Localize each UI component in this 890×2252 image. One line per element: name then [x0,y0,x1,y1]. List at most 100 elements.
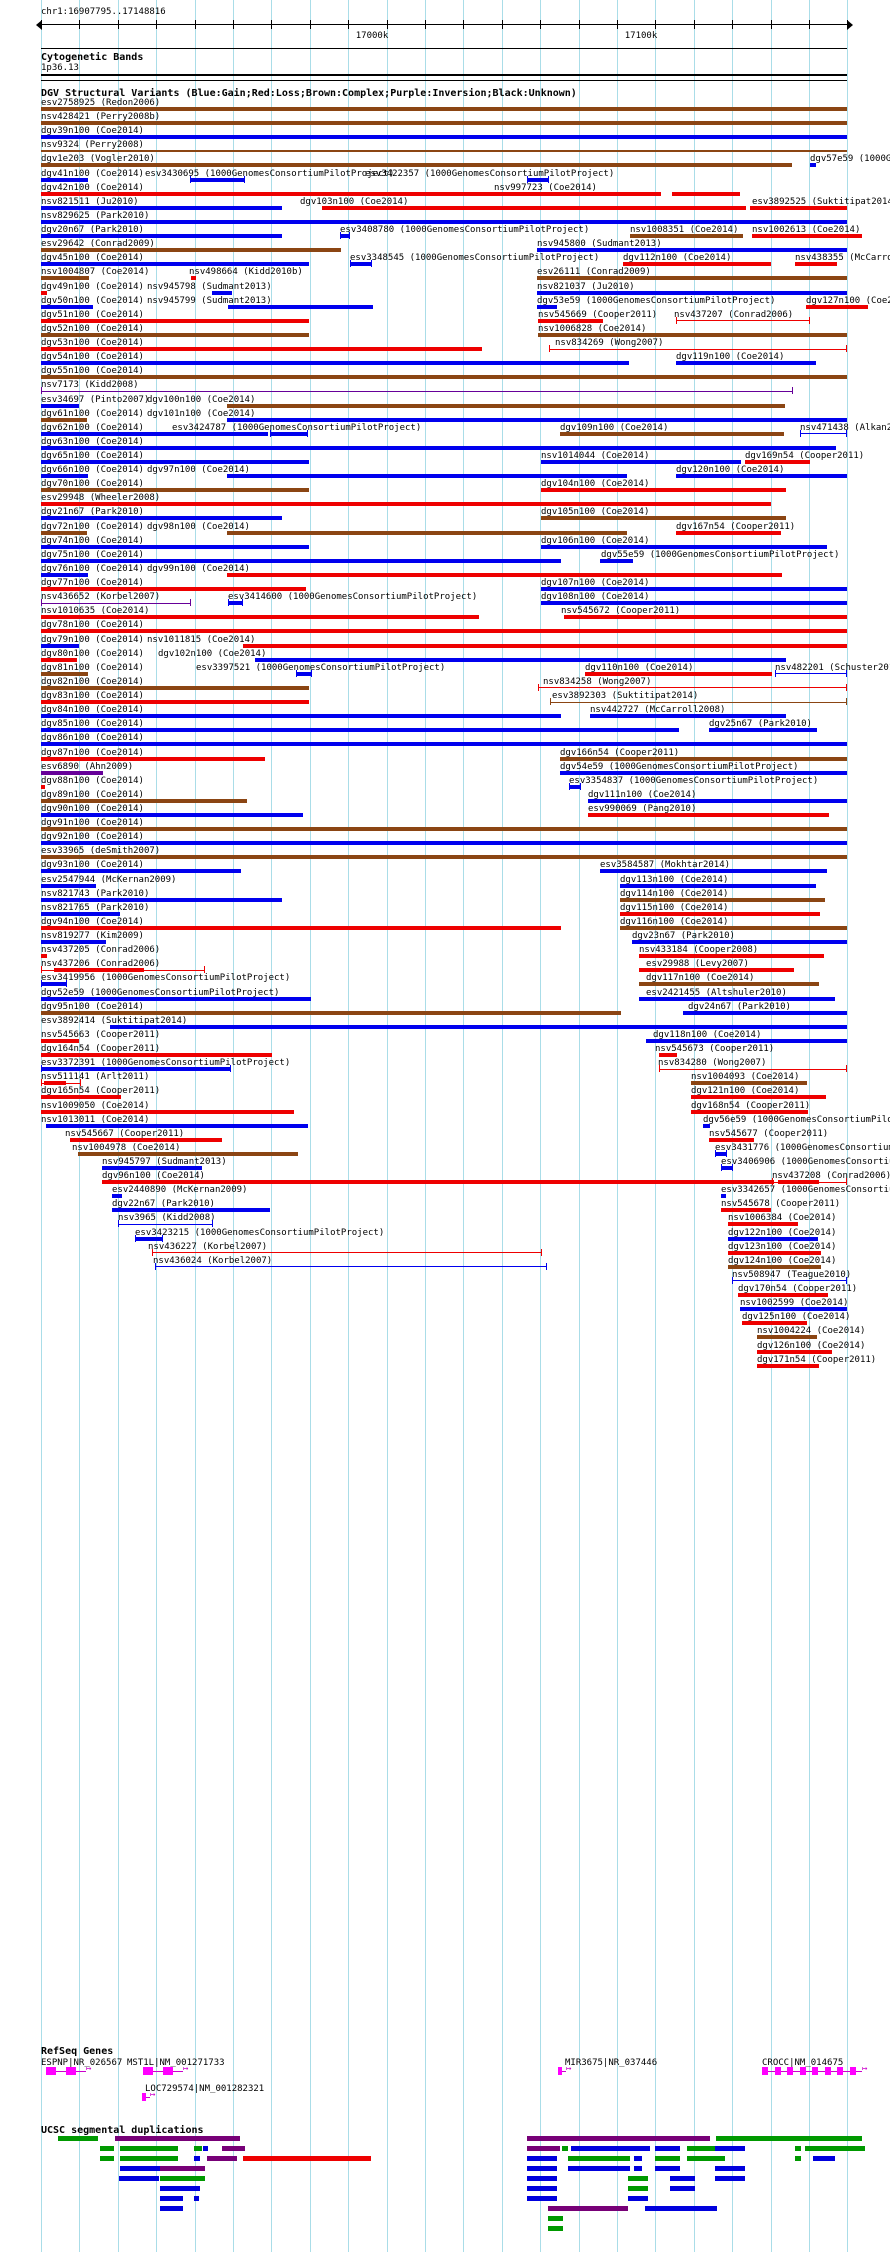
dgv-feature-label[interactable]: nsv819277 (Kim2009) [41,931,144,942]
dgv-feature-bar[interactable] [564,615,847,620]
dgv-feature-label[interactable]: dgv100n100 (Coe2014) [147,394,256,405]
dgv-feature-label[interactable]: dgv56e59 (1000GenomesConsortiumPilotProj… [703,1114,890,1125]
dgv-feature-line[interactable] [676,320,810,322]
dgv-feature-bar[interactable] [757,1349,832,1354]
dgv-feature-label[interactable]: esv3372391 (1000GenomesConsortiumPilotPr… [41,1058,291,1069]
segdup-block[interactable] [795,2146,801,2151]
dgv-feature-bar[interactable] [745,460,810,464]
dgv-feature-bar[interactable] [41,304,93,309]
dgv-feature-label[interactable]: dgv79n100 (Coe2014) [41,634,144,645]
dgv-feature-bar[interactable] [721,1166,733,1170]
dgv-feature-bar[interactable] [683,1010,847,1015]
dgv-feature-label[interactable]: esv3422357 (1000GenomesConsortiumPilotPr… [365,168,615,179]
segdup-block[interactable] [813,2156,835,2161]
dgv-feature-bar[interactable] [41,107,847,111]
dgv-feature-label[interactable]: dgv102n100 (Coe2014) [158,648,267,659]
dgv-feature-label[interactable]: esv3408780 (1000GenomesConsortiumPilotPr… [340,225,590,236]
dgv-feature-bar[interactable] [227,474,627,479]
dgv-feature-bar[interactable] [795,262,837,267]
dgv-feature-label[interactable]: dgv53e59 (1000GenomesConsortiumPilotProj… [537,295,776,306]
dgv-feature-bar[interactable] [740,1307,847,1312]
dgv-feature-label[interactable]: esv3397521 (1000GenomesConsortiumPilotPr… [196,662,446,673]
segdup-block[interactable] [222,2146,245,2151]
segdup-block[interactable] [160,2166,205,2171]
dgv-feature-label[interactable]: esv2547944 (McKernan2009) [41,874,177,885]
dgv-feature-label[interactable]: nsv442727 (McCarroll2008) [590,705,726,716]
dgv-feature-bar[interactable] [41,460,309,464]
dgv-feature-bar[interactable] [227,403,785,408]
dgv-feature-label[interactable]: dgv1e203 (Vogler2010) [41,154,155,165]
dgv-feature-bar[interactable] [600,869,827,874]
dgv-feature-bar[interactable] [41,1053,272,1058]
gene-exon[interactable] [558,2067,562,2075]
dgv-feature-label[interactable]: esv3414600 (1000GenomesConsortiumPilotPr… [228,592,478,603]
segdup-block[interactable] [194,2196,199,2201]
dgv-feature-bar[interactable] [676,530,781,535]
dgv-feature-bar[interactable] [600,558,633,563]
dgv-feature-bar[interactable] [41,798,247,803]
segdup-block[interactable] [670,2186,695,2191]
dgv-feature-label[interactable]: esv29948 (Wheeler2008) [41,493,161,504]
dgv-feature-bar[interactable] [738,1293,828,1298]
dgv-feature-bar[interactable] [41,700,309,705]
dgv-feature-bar[interactable] [646,1038,847,1043]
segdup-block[interactable] [687,2146,725,2151]
dgv-feature-label[interactable]: nsv545672 (Cooper2011) [561,606,681,617]
dgv-feature-bar[interactable] [560,756,847,761]
dgv-feature-bar[interactable] [41,954,47,959]
dgv-feature-bar[interactable] [709,1137,754,1142]
dgv-feature-label[interactable]: nsv471438 (Alkan2009) [800,422,890,433]
gene-exon[interactable] [787,2067,793,2075]
segdup-block[interactable] [645,2206,717,2211]
dgv-feature-label[interactable]: dgv65n100 (Coe2014) [41,451,144,461]
segdup-block[interactable] [160,2206,183,2211]
dgv-feature-label[interactable]: nsv545677 (Cooper2011) [709,1128,829,1139]
dgv-feature-label[interactable]: dgv109n100 (Coe2014) [560,422,669,433]
dgv-feature-label[interactable]: dgv78n100 (Coe2014) [41,620,144,631]
dgv-feature-bar[interactable] [340,234,350,239]
dgv-feature-label[interactable]: nsv436652 (Korbel2007) [41,592,161,603]
dgv-feature-label[interactable]: esv990069 (Pang2010) [588,804,697,814]
dgv-feature-label[interactable]: nsv1011815 (Coe2014) [147,634,256,645]
dgv-feature-label[interactable]: dgv120n100 (Coe2014) [676,465,785,476]
dgv-feature-bar[interactable] [322,205,746,210]
dgv-feature-bar[interactable] [212,290,232,295]
dgv-feature-bar[interactable] [527,177,549,182]
dgv-feature-bar[interactable] [541,601,847,606]
dgv-feature-bar[interactable] [632,940,847,945]
dgv-feature-label[interactable]: esv26111 (Conrad2009) [537,267,651,278]
dgv-feature-bar[interactable] [691,1081,807,1086]
dgv-feature-bar[interactable] [721,1194,726,1199]
dgv-feature-label[interactable]: esv3430695 (1000GenomesConsortiumPilotPr… [145,168,395,179]
dgv-feature-bar[interactable] [537,290,847,295]
dgv-feature-label[interactable]: dgv127n100 (Coe2014) [806,295,890,306]
dgv-feature-label[interactable]: nsv437208 (Conrad2006) [772,1171,890,1182]
dgv-feature-label[interactable]: nsv1009050 (Coe2014) [41,1100,150,1111]
dgv-feature-bar[interactable] [810,163,816,168]
dgv-feature-bar[interactable] [228,601,243,606]
segdup-block[interactable] [795,2156,801,2161]
dgv-feature-label[interactable]: dgv82n100 (Coe2014) [41,676,144,687]
segdup-block[interactable] [628,2196,648,2201]
dgv-feature-bar[interactable] [41,1095,121,1100]
dgv-feature-bar[interactable] [41,742,847,747]
segdup-block[interactable] [670,2176,695,2181]
dgv-feature-label[interactable]: esv3419956 (1000GenomesConsortiumPilotPr… [41,973,291,984]
dgv-feature-bar[interactable] [588,813,829,817]
dgv-feature-bar[interactable] [41,177,88,182]
gene-exon[interactable] [46,2067,56,2075]
dgv-feature-bar[interactable] [41,530,87,535]
dgv-feature-line[interactable] [800,433,847,435]
dgv-feature-label[interactable]: nsv821765 (Park2010) [41,902,150,913]
dgv-feature-label[interactable]: dgv45n100 (Coe2014) [41,253,144,264]
dgv-feature-label[interactable]: nsv945798 (Sudmant2013) [147,281,272,292]
dgv-feature-line[interactable] [118,1223,213,1225]
dgv-feature-bar[interactable] [691,1109,808,1114]
dgv-feature-label[interactable]: dgv86n100 (Coe2014) [41,733,144,744]
dgv-feature-label[interactable]: nsv437206 (Conrad2006) [41,959,161,970]
dgv-feature-label[interactable]: dgv77n100 (Coe2014) [41,578,144,589]
gene-exon[interactable] [837,2067,843,2075]
gene-exon[interactable] [825,2067,831,2075]
dgv-feature-bar[interactable] [44,1081,66,1086]
dgv-feature-label[interactable]: nsv1008351 (Coe2014) [630,225,739,236]
